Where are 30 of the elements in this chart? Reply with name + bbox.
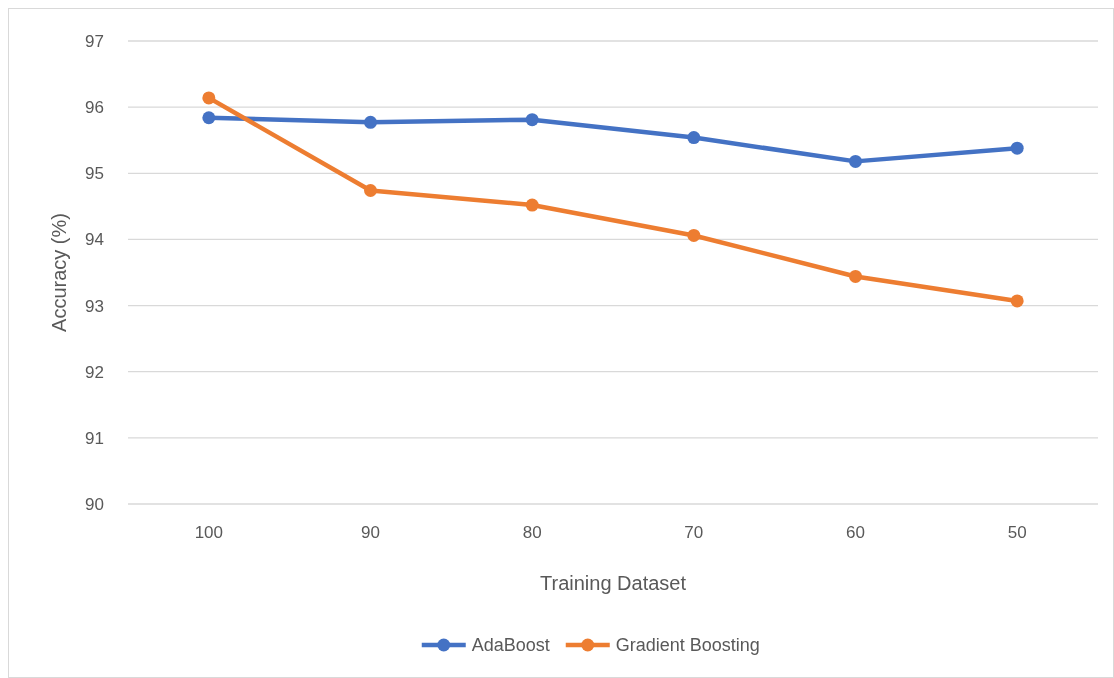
point (1010, 294, 1024, 308)
point (202, 111, 216, 125)
y-tick-label: 95 (85, 164, 104, 184)
point (525, 198, 539, 212)
x-tick-label: 80 (522, 523, 542, 542)
y-tick-label: 91 (85, 428, 104, 448)
y-tick-label: 90 (85, 494, 104, 514)
point (849, 269, 862, 283)
point (202, 91, 216, 105)
y-tick-label: 94 (85, 230, 104, 250)
legend-label: Gradient Boosting (615, 635, 760, 656)
x-tick-label: 60 (846, 523, 865, 542)
legend-label: AdaBoost (471, 635, 550, 656)
y-axis-title: Accuracy (%) (48, 213, 70, 332)
y-tick-label: 96 (85, 98, 104, 118)
y-tick-label: 92 (85, 362, 104, 382)
point (687, 131, 701, 145)
point (849, 154, 862, 168)
point (525, 113, 539, 127)
x-axis-title: Training Dataset (540, 572, 687, 594)
point (1010, 141, 1024, 155)
x-tick-label: 70 (684, 523, 704, 542)
point (687, 228, 701, 242)
y-tick-label: 93 (85, 296, 104, 316)
point (364, 115, 377, 129)
x-tick-label: 100 (194, 523, 224, 542)
x-tick-label: 50 (1007, 523, 1027, 542)
y-tick-label: 97 (85, 31, 104, 51)
point (364, 183, 377, 197)
x-tick-label: 90 (361, 523, 380, 542)
